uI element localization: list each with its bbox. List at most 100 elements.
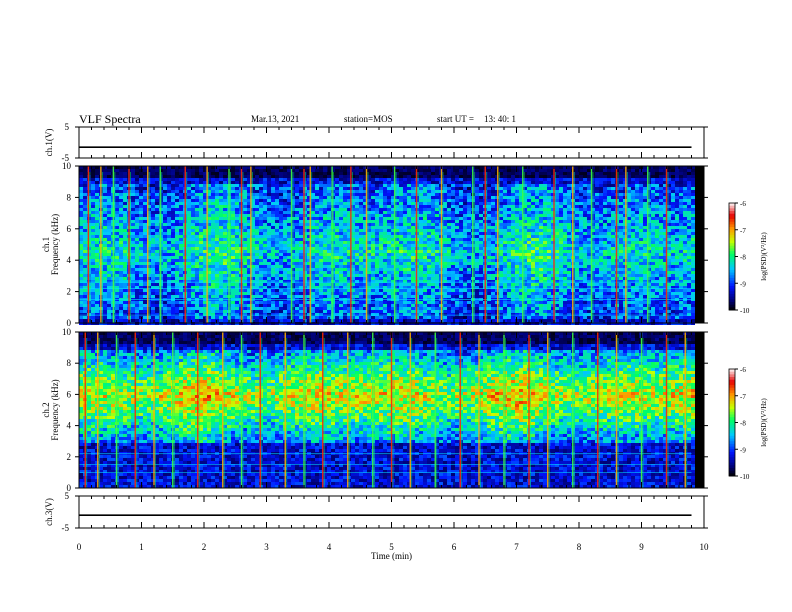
spectrogram-cell — [339, 289, 343, 292]
spectrogram-cell — [363, 319, 367, 322]
spectrogram-cell — [327, 295, 331, 298]
spectrogram-cell — [159, 310, 163, 313]
spectrogram-cell — [135, 307, 139, 310]
spectrogram-cell — [195, 319, 199, 322]
spectrogram-cell — [419, 313, 423, 316]
spectrogram-cell — [331, 196, 335, 199]
spectrogram-cell — [443, 184, 447, 187]
spectrogram-cell — [355, 265, 359, 268]
spectrogram-cell — [151, 208, 155, 211]
spectrogram-cell — [107, 289, 111, 292]
spectrogram-cell — [243, 202, 247, 205]
spectrogram-cell — [231, 241, 235, 244]
spectrogram-cell — [435, 181, 439, 184]
spectrogram-cell — [147, 169, 151, 172]
spectrogram-cell — [287, 178, 291, 181]
spectrogram-cell — [107, 172, 111, 175]
spectrogram-cell — [287, 199, 291, 202]
spectrogram-cell — [299, 172, 303, 175]
spectrogram-cell — [131, 316, 135, 319]
spectrogram-cell — [371, 202, 375, 205]
spectrogram-cell — [395, 217, 399, 220]
spectrogram-cell — [119, 244, 123, 247]
spectrogram-cell — [231, 199, 235, 202]
spectrogram-cell — [215, 193, 219, 196]
spectrogram-cell — [371, 301, 375, 304]
spectrogram-cell — [143, 253, 147, 256]
spectrogram-cell — [387, 169, 391, 172]
spectrogram-cell — [179, 301, 183, 304]
spectrogram-cell — [371, 259, 375, 262]
spectrogram-cell — [95, 205, 99, 208]
spectrogram-cell — [175, 211, 179, 214]
spectrogram-cell — [215, 307, 219, 310]
spectrogram-cell — [327, 241, 331, 244]
spectrogram-cell — [255, 193, 259, 196]
spectrogram-cell — [395, 307, 399, 310]
spectrogram-cell — [283, 211, 287, 214]
spectrogram-cell — [427, 265, 431, 268]
spectrogram-cell — [115, 283, 119, 286]
spectrogram-cell — [155, 274, 159, 277]
spectrogram-cell — [259, 223, 263, 226]
spectrogram-cell — [287, 226, 291, 229]
spectrogram-cell — [359, 193, 363, 196]
spectrogram-cell — [451, 310, 455, 313]
spectrogram-cell — [275, 229, 279, 232]
spectrogram-cell — [167, 244, 171, 247]
spectrogram-cell — [379, 178, 383, 181]
spectrogram-cell — [419, 289, 423, 292]
spectrogram-cell — [215, 211, 219, 214]
spectrogram-cell — [403, 232, 407, 235]
spectrogram-cell — [407, 307, 411, 310]
spectrogram-cell — [295, 190, 299, 193]
spectrogram-cell — [279, 172, 283, 175]
spectrogram-cell — [279, 319, 283, 322]
spectrogram-cell — [339, 310, 343, 313]
spectrogram-cell — [335, 313, 339, 316]
spectrogram-cell — [247, 271, 251, 274]
spectrogram-cell — [295, 250, 299, 253]
spectrogram-cell — [255, 223, 259, 226]
spectrogram-cell — [243, 241, 247, 244]
spectrogram-cell — [203, 166, 207, 169]
spectrogram-cell — [175, 187, 179, 190]
spectrogram-cell — [251, 241, 255, 244]
spectrogram-cell — [211, 268, 215, 271]
spectrogram-cell — [407, 265, 411, 268]
spectrogram-cell — [323, 307, 327, 310]
spectrogram-cell — [175, 181, 179, 184]
spectrogram-cell — [231, 244, 235, 247]
spectrogram-cell — [283, 241, 287, 244]
spectrogram-cell — [335, 166, 339, 169]
spectrogram-cell — [295, 169, 299, 172]
spectrogram-cell — [275, 202, 279, 205]
spectrogram-cell — [323, 190, 327, 193]
spectrogram-cell — [143, 217, 147, 220]
spectrogram-cell — [115, 202, 119, 205]
spectrogram-cell — [243, 301, 247, 304]
spectrogram-cell — [311, 280, 315, 283]
spectrogram-cell — [143, 172, 147, 175]
spectrogram-cell — [443, 196, 447, 199]
spectrogram-cell — [283, 184, 287, 187]
spectrogram-cell — [279, 292, 283, 295]
spectrogram-cell — [143, 196, 147, 199]
spectrogram-cell — [179, 265, 183, 268]
spectrogram-cell — [283, 280, 287, 283]
spectrogram-cell — [103, 289, 107, 292]
spectrogram-cell — [119, 289, 123, 292]
spectrogram-cell — [195, 247, 199, 250]
spectrogram-cell — [279, 229, 283, 232]
spectrogram-cell — [179, 253, 183, 256]
spectrogram-cell — [95, 289, 99, 292]
spectrogram-cell — [251, 313, 255, 316]
spectrogram-cell — [247, 313, 251, 316]
spectrogram-cell — [79, 301, 83, 304]
spectrogram-cell — [171, 289, 175, 292]
spectrogram-cell — [411, 208, 415, 211]
spectrogram-cell — [363, 307, 367, 310]
spectrogram-cell — [283, 301, 287, 304]
spectrogram-cell — [175, 280, 179, 283]
spectrogram-cell — [367, 229, 371, 232]
